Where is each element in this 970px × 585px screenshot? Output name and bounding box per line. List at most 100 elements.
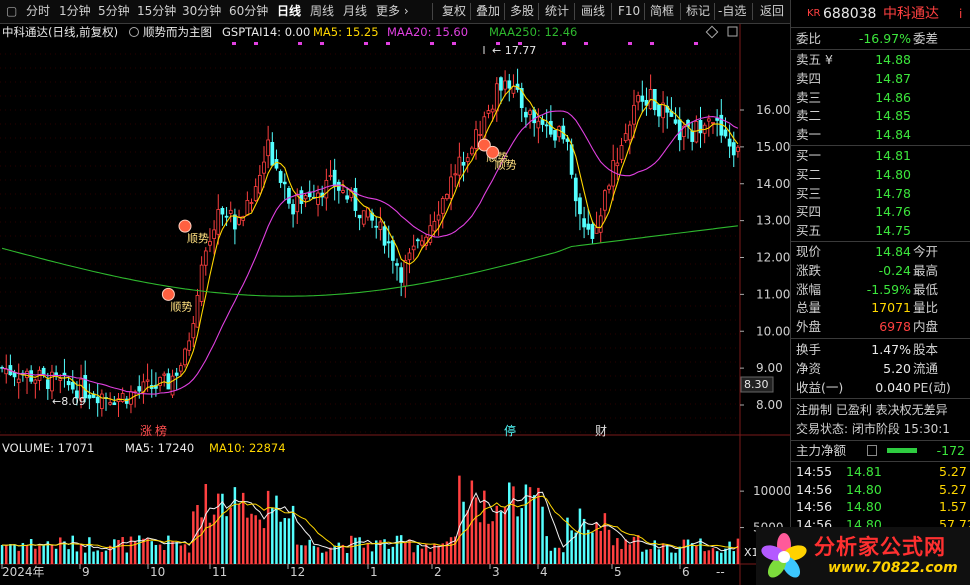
tab-15min[interactable]: 15分钟 (137, 4, 177, 18)
square-icon[interactable]: ▢ (6, 4, 18, 18)
date-tick-label: 2 (434, 565, 442, 579)
candle-body (108, 402, 113, 405)
candle-body (382, 226, 387, 246)
candle-body (0, 366, 4, 369)
date-tick-label: 12 (290, 565, 305, 579)
tab-30min[interactable]: 30分钟 (182, 4, 222, 18)
tab-more[interactable]: 更多 › (376, 4, 409, 18)
candle-body (324, 180, 329, 199)
current-price-tag-label: 8.30 (744, 378, 769, 391)
toolbar-divider (470, 3, 471, 20)
back-button[interactable]: 返回 (760, 4, 785, 18)
stat-label: 总量 (796, 300, 822, 316)
candle-body (224, 215, 229, 218)
ask-price: 14.87 (875, 70, 911, 86)
date-tick-label: 2024年 (2, 565, 45, 579)
candles (0, 68, 740, 417)
candle-body (503, 80, 507, 90)
tick-row: 14:55 14.81 5.27 (791, 463, 970, 481)
divider (791, 338, 970, 339)
stats-button[interactable]: 统计 (545, 4, 570, 18)
volume-ma5-line (2, 491, 739, 552)
candle-body (445, 193, 449, 200)
candle-body (636, 95, 641, 103)
bid-price: 14.76 (875, 204, 911, 220)
stat-label2: 内盘 (913, 319, 939, 335)
capital-toggle-icon[interactable] (867, 445, 877, 456)
toolbar-divider (504, 3, 505, 20)
tick-price: 14.80 (846, 481, 882, 497)
tab-5min[interactable]: 5分钟 (98, 4, 130, 18)
bid-label: 买四 (796, 204, 822, 220)
stat-row: 涨跌 -0.24 最高 (791, 262, 970, 280)
divider (791, 27, 970, 28)
stat-label2: 今开 (913, 244, 939, 259)
tick-price: 14.80 (846, 499, 882, 514)
square-icon (727, 26, 738, 37)
candle-body (661, 102, 665, 119)
candle-body (124, 398, 129, 404)
bid-row: 买三 14.78 (791, 185, 970, 203)
candle-body (299, 190, 304, 204)
volume-ma5-value: MA5: 17240 (125, 441, 194, 455)
candle-body (573, 177, 578, 202)
candle-body (257, 174, 262, 194)
tab-monthly[interactable]: 月线 (343, 4, 368, 18)
logo-text: 分析家公式网 (814, 535, 946, 559)
candle-body (548, 120, 553, 135)
overlay-button[interactable]: 叠加 (476, 4, 501, 18)
tab-intraday[interactable]: 分时 (26, 4, 51, 18)
event-marker: 停 (504, 423, 516, 438)
watchlist-button[interactable]: -自选 (718, 4, 747, 18)
kr-tag: KR (807, 8, 821, 19)
draw-button[interactable]: 画线 (581, 4, 606, 18)
stat2-label: 净资 (796, 360, 822, 376)
adjust-button[interactable]: 复权 (442, 4, 467, 18)
kline-chart-area[interactable]: 16.00 15.00 14.00 13.00 12.00 11.00 10.00 9.00 8… (0, 24, 790, 585)
signal-dot (562, 42, 566, 45)
info-icon[interactable]: i (959, 7, 963, 21)
candle-body (644, 99, 649, 106)
simple-frame-button[interactable]: 简框 (650, 4, 675, 18)
candle-body (228, 209, 233, 214)
tab-1min[interactable]: 1分钟 (59, 4, 91, 18)
tab-60min[interactable]: 60分钟 (229, 4, 269, 18)
quote-title: KR 688038 中科通达 i (791, 4, 970, 24)
candle-body (332, 169, 337, 187)
tab-weekly[interactable]: 周线 (310, 4, 335, 18)
candle-body (270, 142, 275, 166)
candle-body (199, 264, 204, 302)
candle-body (328, 175, 333, 177)
tab-daily[interactable]: 日线 (277, 4, 302, 18)
candle-body (79, 378, 83, 400)
candle-body (357, 214, 362, 219)
signal-label: 顺势 (495, 158, 517, 171)
f10-button[interactable]: F10 (618, 4, 641, 18)
date-tick-label: 1 (370, 565, 378, 579)
quote-panel: KR 688038 中科通达 i 委比 -16.97% 委差 卖五 ¥ 14.88… (790, 0, 970, 585)
candle-body (95, 396, 100, 404)
multi-stock-button[interactable]: 多股 (510, 4, 535, 18)
candle-body (162, 373, 167, 376)
ask-row: 卖四 14.87 (791, 70, 970, 88)
stat-label2: 最高 (913, 262, 939, 278)
candle-body (266, 139, 271, 157)
candle-body (657, 104, 661, 117)
bid-row: 买一 14.81 (791, 147, 970, 165)
signal-dot (650, 42, 654, 45)
date-tick-label: 6 (682, 565, 690, 579)
toolbar-divider (752, 3, 753, 20)
signal-label: 顺势 (170, 300, 192, 313)
signal-dot (232, 42, 236, 45)
date-axis-more: -- (716, 565, 725, 579)
candle-body (528, 110, 532, 115)
candle-body (287, 188, 291, 204)
capital-bar (887, 448, 917, 453)
ask-row: 卖二 14.85 (791, 107, 970, 125)
kline-chart[interactable]: 16.00 15.00 14.00 13.00 12.00 11.00 10.00 9.00 8… (0, 24, 790, 585)
mark-button[interactable]: 标记 (686, 4, 711, 18)
candle-body (45, 379, 50, 390)
candle-body (391, 240, 395, 261)
candle-body (58, 378, 63, 381)
candle-body (578, 197, 582, 215)
